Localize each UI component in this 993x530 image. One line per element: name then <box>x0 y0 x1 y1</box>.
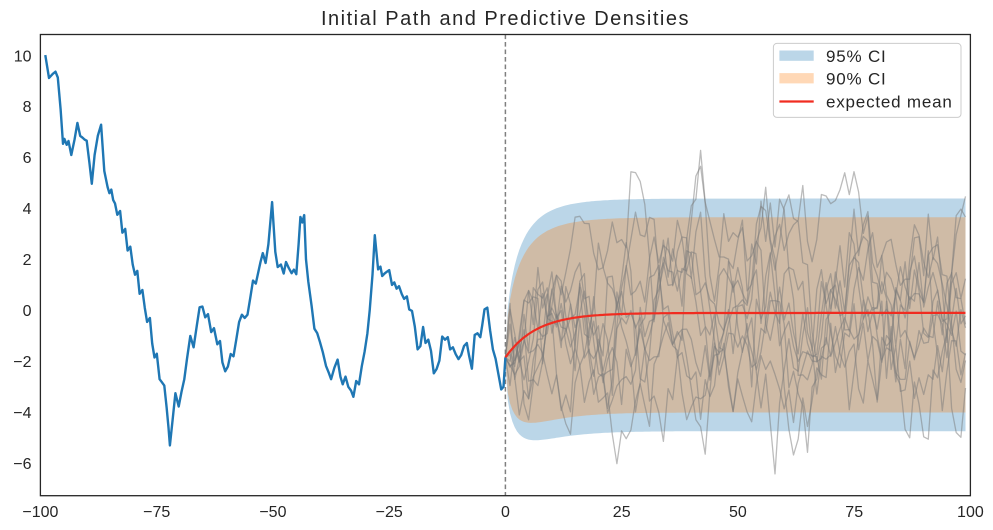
svg-text:25: 25 <box>613 504 631 521</box>
svg-text:−50: −50 <box>259 504 286 521</box>
svg-text:6: 6 <box>23 150 32 167</box>
svg-text:2: 2 <box>23 252 32 269</box>
svg-text:0: 0 <box>501 504 510 521</box>
svg-text:−2: −2 <box>13 354 31 371</box>
svg-text:4: 4 <box>23 201 32 218</box>
svg-text:−25: −25 <box>376 504 403 521</box>
svg-text:−75: −75 <box>143 504 170 521</box>
svg-text:0: 0 <box>23 303 32 320</box>
svg-text:Initial Path and Predictive De: Initial Path and Predictive Densities <box>321 8 690 30</box>
svg-text:50: 50 <box>729 504 747 521</box>
svg-text:95% CI: 95% CI <box>826 47 887 66</box>
svg-text:100: 100 <box>957 504 984 521</box>
svg-text:8: 8 <box>23 99 32 116</box>
svg-text:90% CI: 90% CI <box>826 70 887 89</box>
svg-text:75: 75 <box>845 504 863 521</box>
svg-text:−6: −6 <box>13 456 31 473</box>
svg-text:10: 10 <box>14 48 32 65</box>
svg-text:expected mean: expected mean <box>826 93 953 112</box>
svg-text:−4: −4 <box>13 405 31 422</box>
svg-text:−100: −100 <box>22 504 58 521</box>
